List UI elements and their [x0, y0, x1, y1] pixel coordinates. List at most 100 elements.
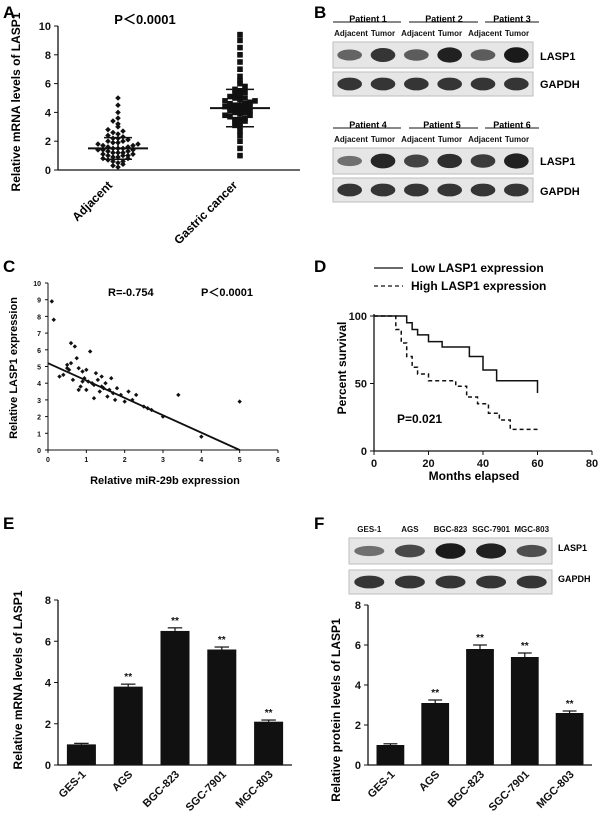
blot-f-gapdh-band	[516, 575, 547, 589]
panel-f-y-tick-label: 6	[355, 640, 361, 652]
panel-c-data-point	[74, 355, 79, 361]
panel-a-data-point	[252, 98, 258, 104]
panel-a-data-point	[130, 142, 136, 149]
panel-a-y-tick-label: 2	[45, 136, 51, 148]
panel-a-data-point	[135, 141, 141, 147]
blot-b-lasp1-band	[437, 153, 462, 169]
panel-a-data-point	[105, 138, 111, 144]
panel-c-data-point	[91, 396, 97, 401]
blot-f-lasp1-band	[394, 544, 425, 558]
blot-f-lane-label: AGS	[401, 525, 419, 534]
panel-a-data-point	[242, 118, 248, 124]
panel-a-data-point	[222, 112, 228, 119]
blot-b-lasp1-band	[337, 49, 362, 61]
panel-a-data-point	[110, 154, 116, 160]
panel-c-data-point	[76, 365, 81, 371]
panel-a-data-point	[232, 102, 238, 108]
panel-e-y-tick-label: 4	[45, 678, 52, 690]
blot-b-lane-label: Tumor	[505, 29, 529, 38]
panel-a-data-point	[125, 148, 131, 155]
panel-c-y-tick-label: 0	[37, 448, 41, 455]
blot-f-lane-label: MGC-803	[514, 525, 549, 534]
panel-a-data-point	[120, 138, 126, 144]
panel-c-data-point	[84, 367, 89, 373]
blot-b-lasp1-band	[470, 49, 496, 61]
blot-f-gapdh-band	[476, 575, 507, 589]
panel-f-x-tick-label: AGS	[417, 769, 442, 794]
blot-b-gapdh-band	[404, 77, 429, 91]
panel-a-data-point	[100, 151, 106, 157]
panel-a-data-point	[120, 152, 126, 159]
blot-b-lasp1-band	[437, 47, 462, 63]
blot-b-lasp1-band	[370, 153, 396, 169]
panel-letter-f: F	[314, 514, 324, 533]
panel-a-data-point	[115, 95, 121, 101]
panel-c-data-point	[133, 392, 139, 398]
panel-d-p-annotation: P=0.021	[397, 412, 442, 426]
panel-a-y-tick-label: 6	[45, 79, 51, 91]
panel-c-data-point	[49, 299, 55, 304]
panel-a-data-point	[130, 151, 136, 157]
panel-f-y-axis-label: Relative protein levels of LASP1	[329, 618, 343, 802]
blot-b-lasp1-band	[404, 154, 429, 168]
blot-f-gapdh-band	[394, 575, 425, 589]
blot-b-lane-label: Tumor	[438, 29, 462, 38]
panel-a-data-point	[247, 99, 253, 106]
panel-a-data-point	[115, 160, 121, 166]
panel-c-data-point	[199, 434, 204, 439]
panel-c-y-axis-label: Relative LASP1 expression	[8, 297, 20, 439]
panel-f-y-tick-label: 0	[355, 760, 361, 772]
panel-a-data-point	[120, 149, 126, 156]
panel-e-x-tick-label: BGC-823	[141, 769, 182, 810]
panel-a-data-point	[115, 164, 121, 170]
panel-e-x-tick-label: SGC-7901	[184, 769, 229, 814]
panel-c-data-point	[80, 379, 85, 384]
panel-c-data-point	[114, 386, 120, 391]
panel-c-x-axis-label: Relative miR-29b expression	[90, 475, 240, 487]
blot-b-lasp1-band	[370, 48, 396, 62]
panel-f-bar	[466, 649, 494, 765]
panel-c-data-point	[87, 349, 93, 354]
panel-d-x-tick-label: 40	[477, 458, 489, 470]
blot-b-lasp1-band	[404, 49, 429, 61]
panel-e-y-tick-label: 6	[45, 636, 51, 648]
panel-c-data-point	[76, 387, 81, 393]
blot-b-lane-label: Tumor	[371, 135, 395, 144]
panel-c-data-point	[122, 399, 127, 404]
panel-a-data-point	[242, 89, 248, 96]
panel-d-high-lasp1-curve	[374, 315, 538, 431]
panel-a-y-tick-label: 10	[39, 21, 51, 33]
panel-d-survival-chart: Low LASP1 expression High LASP1 expressi…	[335, 261, 598, 483]
panel-f-x-tick-label: GES-1	[366, 769, 398, 801]
panel-e-y-tick-label: 8	[45, 595, 51, 607]
blot-b-lasp1-band	[470, 154, 496, 168]
panel-c-x-tick-label: 4	[199, 457, 203, 464]
panel-a-data-point	[110, 139, 116, 146]
panel-d-y-tick-label: 0	[361, 446, 367, 458]
panel-a-data-point	[237, 128, 243, 134]
panel-c-data-point	[70, 377, 76, 383]
panel-a-data-point	[115, 124, 121, 130]
panel-e-significance-marker: **	[218, 635, 226, 646]
panel-a-data-point	[105, 152, 111, 159]
panel-c-regression-line	[47, 362, 241, 451]
panel-a-data-point	[105, 132, 111, 139]
panel-a-data-point	[227, 108, 233, 114]
panel-a-x-tick-adjacent: Adjacent	[69, 178, 115, 224]
panel-f-x-tick-label: BGC-823	[446, 769, 487, 810]
panel-c-data-point	[95, 377, 101, 383]
blot-b-gapdh-band	[370, 183, 396, 197]
panel-c-y-tick-label: 4	[37, 381, 41, 388]
panel-a-data-point	[247, 108, 253, 114]
panel-a-data-point	[237, 44, 243, 51]
blot-b-lasp1-band	[503, 153, 529, 169]
panel-a-data-point	[222, 98, 228, 104]
panel-c-y-tick-label: 8	[37, 314, 41, 321]
blot-b-bottom-gapdh-label: GAPDH	[540, 186, 580, 198]
blot-f-lane-label: GES-1	[357, 525, 382, 534]
panel-e-x-tick-label: GES-1	[57, 769, 89, 801]
panel-c-p-annotation: P＜0.0001	[201, 287, 253, 299]
blot-b-lane-label: Tumor	[371, 29, 395, 38]
panel-f-bar	[510, 657, 539, 765]
